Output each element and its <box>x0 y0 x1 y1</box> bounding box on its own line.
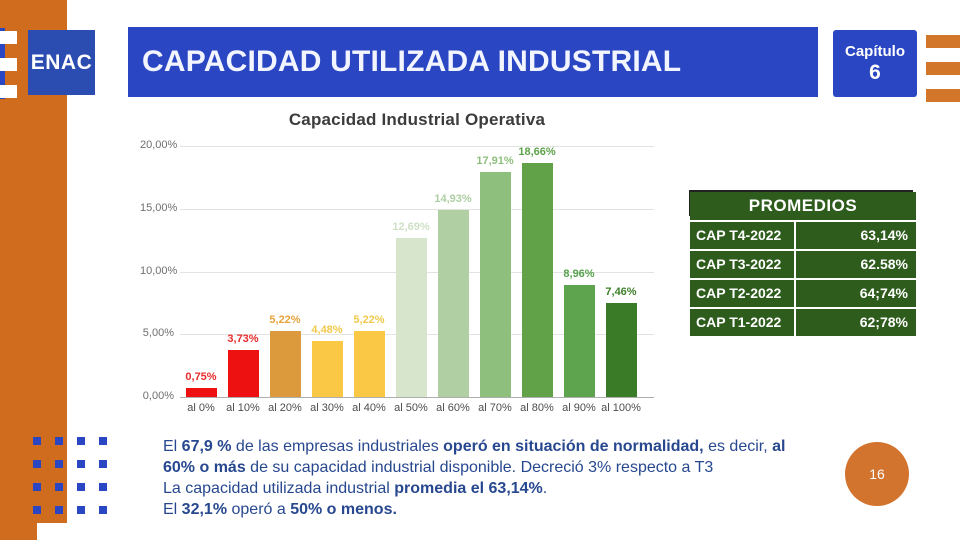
dots-grid <box>33 437 143 517</box>
slide-title-bar: CAPACIDAD UTILIZADA INDUSTRIAL <box>128 27 818 97</box>
x-axis-label: al 10% <box>226 402 260 414</box>
table-cell-label: CAP T4-2022 <box>690 222 794 249</box>
y-axis-tick: 20,00% <box>140 139 178 151</box>
bar-value-label: 3,73% <box>227 333 259 345</box>
y-axis-tick: 15,00% <box>140 201 178 214</box>
bar-value-label: 0,75% <box>185 371 217 383</box>
x-axis-label: al 20% <box>268 402 302 414</box>
bar <box>269 331 301 397</box>
y-axis-tick: 5,00% <box>142 327 174 340</box>
summary-text: El 67,9 % de las empresas industriales o… <box>163 436 833 520</box>
x-axis-label: al 80% <box>520 402 554 414</box>
bar <box>437 210 469 397</box>
left-edge-white-stripe <box>0 58 17 71</box>
left-edge-white-stripe <box>0 31 17 44</box>
bar-value-label: 8,96% <box>563 268 595 280</box>
x-axis-label: al 50% <box>394 402 428 414</box>
summary-line: La capacidad utilizada industrial promed… <box>163 480 548 497</box>
gridline <box>180 397 654 398</box>
right-orange-stripe <box>926 89 960 102</box>
gridline <box>180 208 654 210</box>
summary-line: 60% o más de su capacidad industrial dis… <box>163 459 714 476</box>
right-orange-stripe <box>926 35 960 48</box>
bar <box>353 331 385 397</box>
table-cell-value: 64;74% <box>796 280 916 307</box>
bar-value-label: 7,46% <box>605 286 637 298</box>
x-axis-label: al 40% <box>352 402 386 414</box>
table-row: CAP T1-2022 62;78% <box>690 309 916 336</box>
dot <box>55 483 63 491</box>
dot <box>55 437 63 445</box>
table-cell-value: 62;78% <box>796 309 916 336</box>
dot <box>77 483 85 491</box>
left-orange-band-foot <box>0 523 37 540</box>
summary-line: El 67,9 % de las empresas industriales o… <box>163 438 786 455</box>
chart-title: Capacidad Industrial Operativa <box>288 110 546 129</box>
bar-value-label: 5,22% <box>269 314 301 326</box>
page-title: CAPACIDAD UTILIZADA INDUSTRIAL <box>142 45 682 78</box>
promedios-table: PROMEDIOS CAP T4-2022 63,14% CAP T3-2022 62… <box>690 192 916 336</box>
x-axis-label: al 70% <box>478 402 512 414</box>
x-axis-label: al 100% <box>601 402 641 414</box>
y-axis-tick: 0,00% <box>142 390 174 402</box>
x-axis-label: al 30% <box>310 402 344 414</box>
table-cell-value: 63,14% <box>796 222 916 249</box>
bar-value-label: 5,22% <box>353 314 385 326</box>
dot <box>55 506 63 514</box>
table-cell-label: CAP T3-2022 <box>690 251 794 278</box>
dot <box>55 460 63 468</box>
enac-logo: ENAC <box>28 30 95 95</box>
dot <box>99 506 107 514</box>
table-row: CAP T4-2022 63,14% <box>690 222 916 249</box>
dot <box>99 483 107 491</box>
table-row: CAP T2-2022 64;74% <box>690 280 916 307</box>
dot <box>77 460 85 468</box>
bar <box>479 172 511 397</box>
bar <box>311 341 343 397</box>
page-number: 16 <box>869 466 885 482</box>
page-number-badge: 16 <box>845 442 909 506</box>
summary-line: El 32,1% operó a 50% o menos. <box>163 501 397 518</box>
bar <box>605 303 637 397</box>
bar <box>395 238 427 397</box>
left-edge-white-stripe <box>0 85 17 98</box>
dot <box>99 437 107 445</box>
chapter-label: Capítulo <box>845 42 905 60</box>
dot <box>33 483 41 491</box>
enac-logo-text: ENAC <box>30 50 93 74</box>
bar-value-label: 12,69% <box>392 221 430 233</box>
plot-area: 0,75% al 0% 3,73% al 10% 5,22% al 20% 4,48% al … <box>180 146 654 414</box>
table-cell-label: CAP T2-2022 <box>690 280 794 307</box>
promedios-rows: CAP T4-2022 63,14% CAP T3-2022 62.58% CAP T2… <box>690 222 916 336</box>
gridline <box>180 146 654 147</box>
table-header: PROMEDIOS <box>690 192 916 220</box>
table-cell-label: CAP T1-2022 <box>690 309 794 336</box>
chapter-badge: Capítulo 6 <box>833 30 917 97</box>
dot <box>33 506 41 514</box>
dot <box>99 460 107 468</box>
dot <box>33 437 41 445</box>
bar <box>521 163 553 397</box>
dot <box>77 506 85 514</box>
x-axis-label: al 60% <box>436 402 470 414</box>
x-axis-label: al 0% <box>187 402 215 414</box>
right-orange-stripe <box>926 62 960 75</box>
table-row: CAP T3-2022 62.58% <box>690 251 916 278</box>
bar <box>185 388 217 397</box>
bar-chart: Capacidad Industrial Operativa 0,75% al 0… <box>140 108 665 428</box>
bar <box>227 350 259 397</box>
dot <box>33 460 41 468</box>
x-axis-label: al 90% <box>562 402 596 414</box>
bar-value-label: 17,91% <box>476 155 514 167</box>
table-cell-value: 62.58% <box>796 251 916 278</box>
bar-value-label: 4,48% <box>311 324 343 336</box>
bar <box>563 285 595 397</box>
y-axis-tick: 10,00% <box>140 264 178 277</box>
dot <box>77 437 85 445</box>
chapter-number: 6 <box>869 60 881 84</box>
bar-value-label: 18,66% <box>518 146 556 158</box>
bar-value-label: 14,93% <box>434 193 472 205</box>
